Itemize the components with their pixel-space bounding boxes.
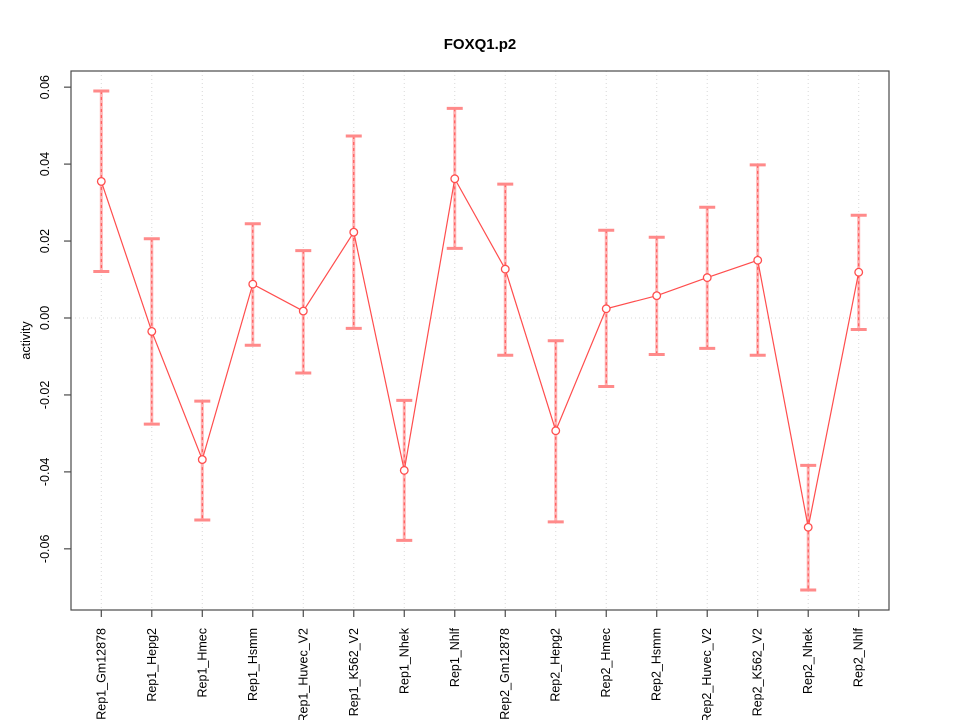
- y-tick-label: 0.00: [38, 306, 52, 330]
- data-point-marker: [652, 291, 662, 301]
- data-point-marker: [551, 426, 561, 436]
- data-point-marker: [803, 522, 813, 532]
- series-line: [100, 176, 860, 528]
- data-point-marker: [96, 176, 106, 186]
- data-point-marker: [248, 279, 258, 289]
- y-tick-label: -0.02: [38, 381, 52, 410]
- y-axis-title: activity: [19, 321, 33, 360]
- data-point-marker: [349, 227, 359, 237]
- x-tick-label: Rep2_Huvec_V2: [700, 628, 714, 720]
- y-tick-label: -0.06: [38, 535, 52, 564]
- data-point-marker: [854, 267, 864, 277]
- data-point-marker: [702, 273, 712, 283]
- x-tick-label: Rep2_Nhlf: [852, 627, 866, 687]
- x-tick-label: Rep1_Nhlf: [448, 627, 462, 687]
- x-tick-label: Rep2_Nhek: [801, 627, 815, 694]
- y-tick-label: 0.06: [38, 75, 52, 99]
- x-tick-label: Rep2_Gm12878: [498, 628, 512, 720]
- plot-box: [70, 70, 890, 611]
- x-tick-label: Rep1_Hepg2: [145, 628, 159, 702]
- x-tick-label: Rep1_Nhek: [397, 627, 411, 694]
- data-point-marker: [450, 174, 460, 184]
- data-point-marker: [197, 455, 207, 465]
- x-tick-label: Rep1_Hsmm: [246, 628, 260, 701]
- x-tick-label: Rep2_Hmec: [599, 628, 613, 697]
- data-point-marker: [601, 304, 611, 314]
- x-tick-label: Rep2_Hepg2: [549, 628, 563, 702]
- y-tick-label: 0.02: [38, 229, 52, 253]
- chart-title: FOXQ1.p2: [443, 36, 517, 53]
- x-tick-label: Rep1_Gm12878: [94, 628, 108, 720]
- data-point-marker: [298, 306, 308, 316]
- data-point-marker: [399, 465, 409, 475]
- data-point-marker: [753, 255, 763, 265]
- x-tick-label: Rep1_Huvec_V2: [296, 628, 310, 720]
- data-point-marker: [147, 327, 157, 336]
- y-tick-label: 0.04: [38, 152, 52, 176]
- data-point-marker: [500, 264, 510, 274]
- y-tick-label: -0.04: [38, 458, 52, 487]
- x-tick-label: Rep1_Hmec: [195, 628, 209, 697]
- x-tick-label: Rep2_Hsmm: [650, 628, 664, 701]
- x-tick-label: Rep1_K562_V2: [347, 628, 361, 716]
- x-tick-label: Rep2_K562_V2: [751, 628, 765, 716]
